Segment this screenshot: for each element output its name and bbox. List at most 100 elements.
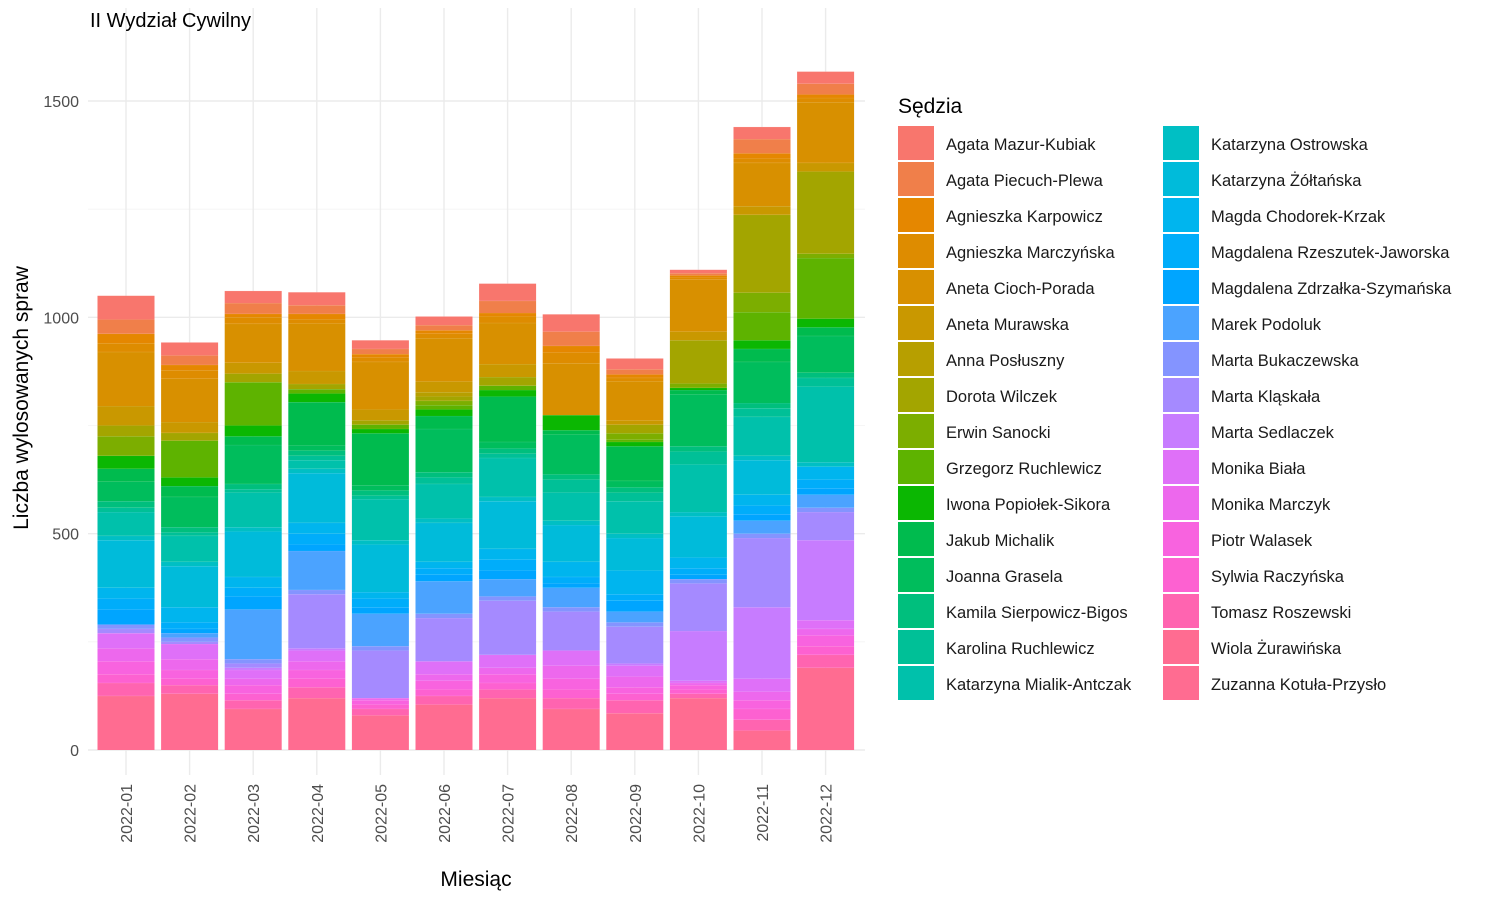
legend-swatch-agnieszka-marczynska — [898, 234, 934, 268]
bar-segment-sylwia-raczynska — [542, 689, 600, 699]
bar-segment-marta-bukaczewska — [288, 589, 346, 595]
bar-segment-sylwia-raczynska — [224, 693, 282, 701]
bar-segment-jakub-michalik — [733, 348, 791, 362]
legend-swatch-katarzyna-ostrowska — [1163, 126, 1199, 160]
bar-segment-aneta-cioch-porada — [733, 162, 791, 207]
bar-segment-katarzyna-mialik-antczak — [733, 416, 791, 456]
bar-segment-aneta-murawska — [606, 420, 664, 425]
bar-segment-agnieszka-karpowicz — [161, 364, 219, 371]
bar-segment-tomasz-roszewski — [797, 654, 855, 668]
bar-segment-magdalena-zdrzalka-szymanska — [415, 574, 473, 582]
bar-segment-katarzyna-ostrowska — [351, 540, 409, 545]
bar-segment-marta-bukaczewska — [797, 507, 855, 513]
bar-segment-marek-podoluk — [733, 520, 791, 534]
bar-segment-marta-klaskala — [797, 512, 855, 541]
y-tick-label: 1500 — [43, 94, 79, 111]
bar-segment-marta-sedlaczek — [606, 663, 664, 666]
bar-segment-magdalena-zdrzalka-szymanska — [351, 607, 409, 614]
bar-segment-marta-bukaczewska — [669, 579, 727, 584]
bar-segment-sylwia-raczynska — [606, 693, 664, 701]
bar-segment-aneta-murawska — [351, 409, 409, 421]
legend-title: Sędzia — [898, 95, 963, 118]
bar-segment-marek-podoluk — [415, 581, 473, 614]
bar-segment-katarzyna-zoltanska — [669, 516, 727, 558]
bar-segment-marta-bukaczewska — [351, 646, 409, 651]
bar-segment-agata-mazur-kubiak — [288, 292, 346, 306]
bar-segment-magdalena-rzeszutek-jaworska — [288, 533, 346, 545]
legend-swatch-wiola-zurawinska — [1163, 630, 1199, 664]
bar-segment-aneta-cioch-porada — [606, 381, 664, 421]
bar-segment-grzegorz-ruchlewicz — [351, 424, 409, 429]
x-tick-label: 2022-02 — [183, 784, 200, 843]
bar-segment-agnieszka-karpowicz — [224, 313, 282, 318]
bar-segment-katarzyna-zoltanska — [161, 566, 219, 608]
bar-segment-agata-mazur-kubiak — [606, 358, 664, 370]
bar-segment-katarzyna-zoltanska — [479, 501, 537, 549]
bar-segment-agata-mazur-kubiak — [224, 290, 282, 304]
bar-segment-grzegorz-ruchlewicz — [797, 258, 855, 319]
bar-segment-monika-biala — [415, 661, 473, 675]
bar-segment-sylwia-raczynska — [415, 689, 473, 696]
y-axis-ticks: 0 500 1000 1500 — [43, 94, 79, 760]
bar-segment-wiola-zurawinska — [733, 730, 791, 750]
bar-segment-jakub-michalik — [161, 486, 219, 497]
bar-segment-karolina-ruchlewicz — [797, 377, 855, 387]
bar-segment-magdalena-zdrzalka-szymanska — [669, 574, 727, 580]
bar-segment-iwona-popiolek-sikora — [606, 441, 664, 447]
bar-segment-magdalena-rzeszutek-jaworska — [415, 568, 473, 575]
bar-segment-grzegorz-ruchlewicz — [479, 385, 537, 391]
bar-segment-monika-biala — [797, 620, 855, 629]
bar-segment-magdalena-zdrzalka-szymanska — [161, 628, 219, 634]
bar-segment-magdalena-rzeszutek-jaworska — [797, 479, 855, 489]
bar-segment-agata-mazur-kubiak — [479, 283, 537, 301]
bar-segment-monika-marczyk — [161, 659, 219, 670]
bar-segment-iwona-popiolek-sikora — [161, 477, 219, 487]
bar-segment-agnieszka-marczynska — [797, 97, 855, 103]
bar-segment-agata-piecuch-plewa — [479, 300, 537, 314]
bar-segment-magdalena-rzeszutek-jaworska — [351, 598, 409, 608]
bar-segment-katarzyna-mialik-antczak — [288, 460, 346, 469]
bar-segment-kamila-sierpowicz-bigos — [733, 403, 791, 409]
chart-title: II Wydział Cywilny — [90, 10, 251, 32]
legend-swatch-aneta-cioch-porada — [898, 270, 934, 304]
bar-segment-katarzyna-ostrowska — [606, 533, 664, 538]
bar-segment-marek-podoluk — [351, 613, 409, 647]
y-tick-label: 1000 — [43, 310, 79, 327]
bar-segment-aneta-cioch-porada — [669, 279, 727, 332]
legend-swatch-dorota-wilczek — [898, 378, 934, 412]
bar-segment-katarzyna-ostrowska — [733, 455, 791, 461]
bar-segment-agnieszka-karpowicz — [97, 333, 155, 344]
legend-label: Agata Mazur-Kubiak — [946, 136, 1096, 154]
bar-segment-katarzyna-zoltanska — [224, 531, 282, 577]
bar-segment-katarzyna-mialik-antczak — [161, 535, 219, 562]
bar-segment-agata-piecuch-plewa — [97, 319, 155, 334]
bar-segment-piotr-walasek — [479, 674, 537, 683]
y-axis-title: Liczba wylosowanych spraw — [10, 265, 33, 530]
bar-segment-dorota-wilczek — [606, 424, 664, 434]
legend-label: Joanna Grasela — [946, 568, 1063, 586]
bar-segment-katarzyna-ostrowska — [288, 468, 346, 474]
bar-segment-joanna-grasela — [606, 480, 664, 488]
bar-segment-katarzyna-zoltanska — [351, 544, 409, 593]
legend-swatch-agata-piecuch-plewa — [898, 162, 934, 196]
bar-segment-agata-mazur-kubiak — [415, 316, 473, 326]
x-axis-title: Miesiąc — [440, 868, 511, 891]
bar-segment-grzegorz-ruchlewicz — [224, 382, 282, 426]
bar-segment-jakub-michalik — [415, 415, 473, 429]
bar-segment-tomasz-roszewski — [288, 687, 346, 699]
bar-segment-monika-biala — [479, 654, 537, 668]
legend-label: Agnieszka Karpowicz — [946, 208, 1103, 226]
bar-segment-grzegorz-ruchlewicz — [288, 389, 346, 394]
legend-swatch-aneta-murawska — [898, 306, 934, 340]
bar-segment-piotr-walasek — [733, 700, 791, 709]
bar-segment-magda-chodorek-krzak — [224, 576, 282, 588]
x-tick-label: 2022-12 — [819, 784, 836, 843]
bar-segment-joanna-grasela — [97, 481, 155, 502]
bar-segment-agnieszka-marczynska — [351, 357, 409, 362]
bar-segment-piotr-walasek — [415, 680, 473, 690]
bar-segment-katarzyna-zoltanska — [97, 540, 155, 588]
bar-segment-dorota-wilczek — [415, 396, 473, 401]
y-tick-label: 500 — [52, 527, 79, 544]
bar-segment-kamila-sierpowicz-bigos — [415, 472, 473, 478]
bar-segment-iwona-popiolek-sikora — [542, 415, 600, 431]
